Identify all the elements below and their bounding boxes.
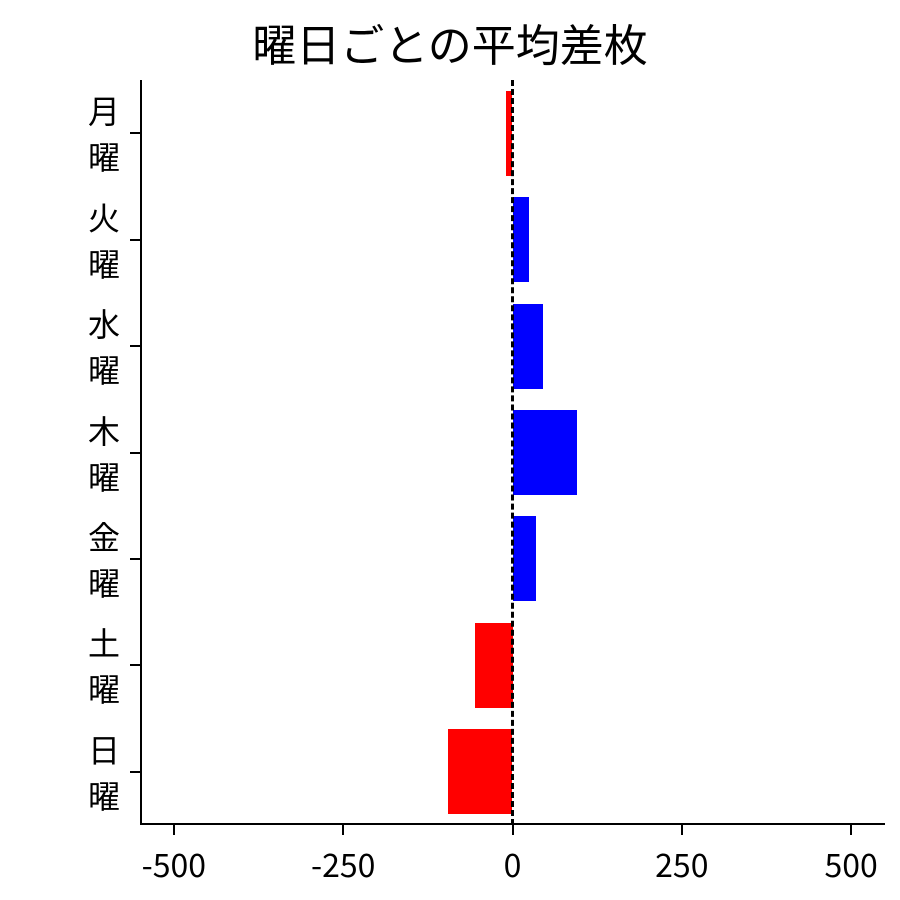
- x-tick: [173, 825, 175, 835]
- y-tick-label: 土曜: [88, 619, 120, 711]
- y-tick-label: 月曜: [88, 87, 120, 179]
- x-tick: [850, 825, 852, 835]
- y-tick: [130, 664, 140, 666]
- bar: [513, 197, 530, 282]
- x-tick: [512, 825, 514, 835]
- y-tick-label: 水曜: [88, 300, 120, 392]
- y-axis-line: [140, 80, 142, 825]
- bar: [513, 304, 543, 389]
- x-tick-label: 500: [824, 841, 877, 887]
- y-tick: [130, 452, 140, 454]
- y-tick-label: 日曜: [88, 726, 120, 818]
- y-tick-label: 金曜: [88, 513, 120, 605]
- y-tick-label: 木曜: [88, 407, 120, 499]
- bar: [513, 410, 577, 495]
- x-tick-label: 250: [655, 841, 708, 887]
- chart-container: 曜日ごとの平均差枚 -500-2500250500月曜火曜水曜木曜金曜土曜日曜: [0, 0, 900, 900]
- y-tick: [130, 558, 140, 560]
- y-tick: [130, 239, 140, 241]
- x-tick: [342, 825, 344, 835]
- y-tick: [130, 771, 140, 773]
- x-tick-label: 0: [504, 841, 522, 887]
- x-tick-label: -500: [142, 841, 206, 887]
- bar: [513, 516, 537, 601]
- bar: [475, 623, 512, 708]
- y-tick: [130, 345, 140, 347]
- plot-area: -500-2500250500月曜火曜水曜木曜金曜土曜日曜: [140, 80, 885, 825]
- zero-line: [511, 80, 514, 825]
- bar: [448, 729, 512, 814]
- y-tick-label: 火曜: [88, 194, 120, 286]
- y-tick: [130, 132, 140, 134]
- x-tick: [681, 825, 683, 835]
- x-tick-label: -250: [311, 841, 375, 887]
- chart-title: 曜日ごとの平均差枚: [0, 10, 900, 74]
